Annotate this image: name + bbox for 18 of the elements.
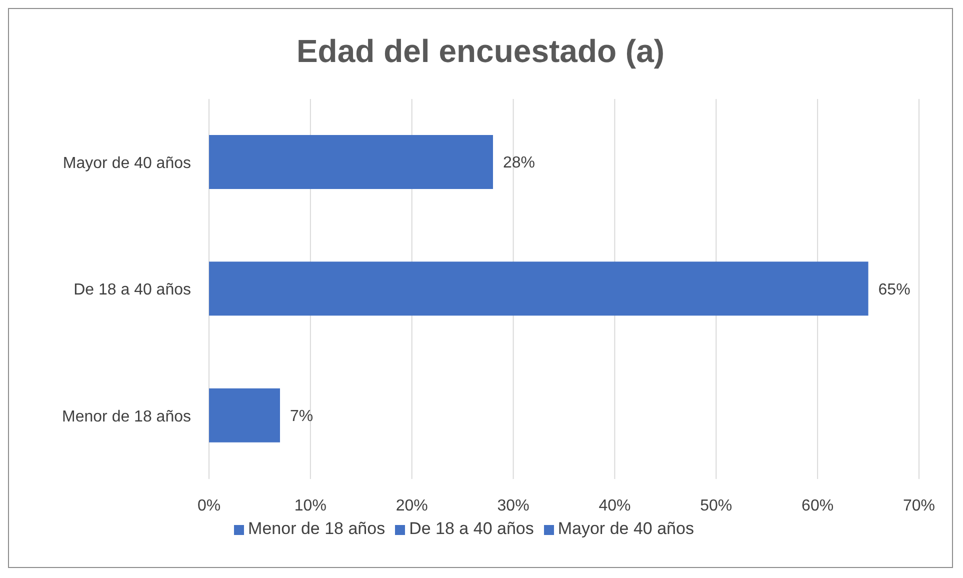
y-tick-label: Mayor de 40 años	[62, 155, 191, 172]
y-tick-label: Menor de 18 años	[62, 408, 191, 426]
x-tick-label: 0%	[197, 497, 221, 514]
x-tick-label: 70%	[902, 497, 936, 514]
data-label: 65%	[878, 281, 910, 298]
data-label: 7%	[290, 408, 314, 426]
x-tick-label: 60%	[802, 497, 834, 514]
legend-label: De 18 a 40 años	[409, 519, 534, 538]
data-label: 28%	[503, 154, 536, 172]
x-tick-label: 10%	[294, 497, 326, 514]
chart-title: Edad del encuestado (a)	[295, 32, 666, 69]
x-tick-label: 50%	[700, 497, 732, 514]
legend-label: Menor de 18 años	[248, 519, 386, 538]
legend-label: Mayor de 40 años	[558, 519, 694, 538]
y-tick-label: De 18 a 40 años	[74, 282, 191, 299]
x-tick-label: 40%	[598, 497, 631, 514]
x-tick-label: 20%	[396, 497, 428, 514]
x-tick-label: 30%	[497, 497, 530, 514]
